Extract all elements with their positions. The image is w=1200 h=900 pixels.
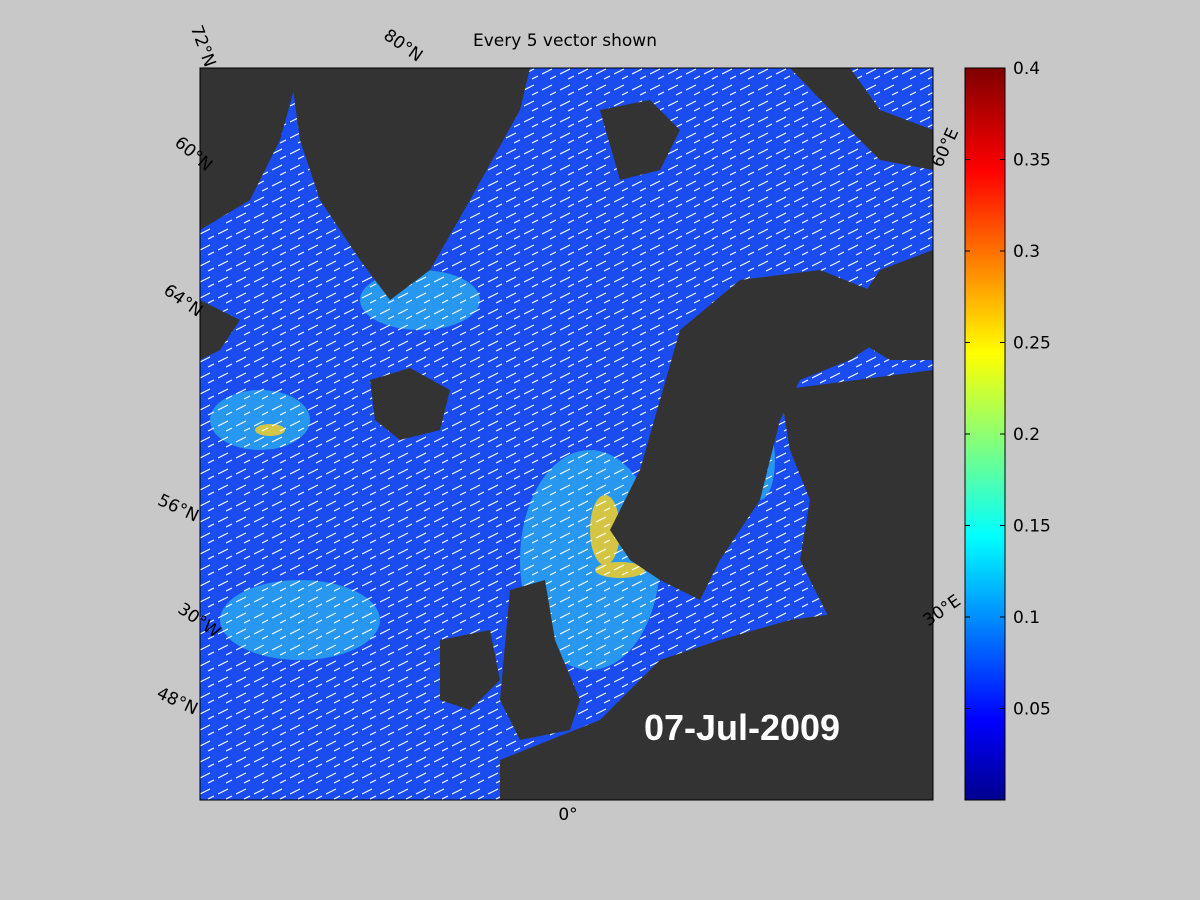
graticule-label: 72°N xyxy=(186,23,219,70)
graticule-label: 64°N xyxy=(160,280,207,321)
map: 07-Jul-2009 xyxy=(200,68,933,800)
graticule-label: 48°N xyxy=(153,683,200,719)
colorbar-tick-label: 0.35 xyxy=(1013,151,1051,171)
colorbar-tick-label: 0.25 xyxy=(1013,334,1051,354)
colorbar-tick-label: 0.4 xyxy=(1013,59,1040,79)
colorbar-tick-label: 0.3 xyxy=(1013,242,1040,262)
graticule-label: 0° xyxy=(558,805,577,825)
chart-title: Every 5 vector shown xyxy=(473,31,657,51)
colorbar-tick-label: 0.15 xyxy=(1013,517,1051,537)
colorbar xyxy=(964,67,1006,801)
graticule-label: 56°N xyxy=(154,490,201,526)
land xyxy=(200,68,933,800)
graticule-label: 80°N xyxy=(380,25,427,66)
colorbar-tick-label: 0.2 xyxy=(1013,425,1040,445)
date-label: 07-Jul-2009 xyxy=(644,707,840,748)
map-frame xyxy=(199,67,934,801)
colorbar-tick-label: 0.05 xyxy=(1013,700,1051,720)
colorbar-tick-label: 0.1 xyxy=(1013,608,1040,628)
